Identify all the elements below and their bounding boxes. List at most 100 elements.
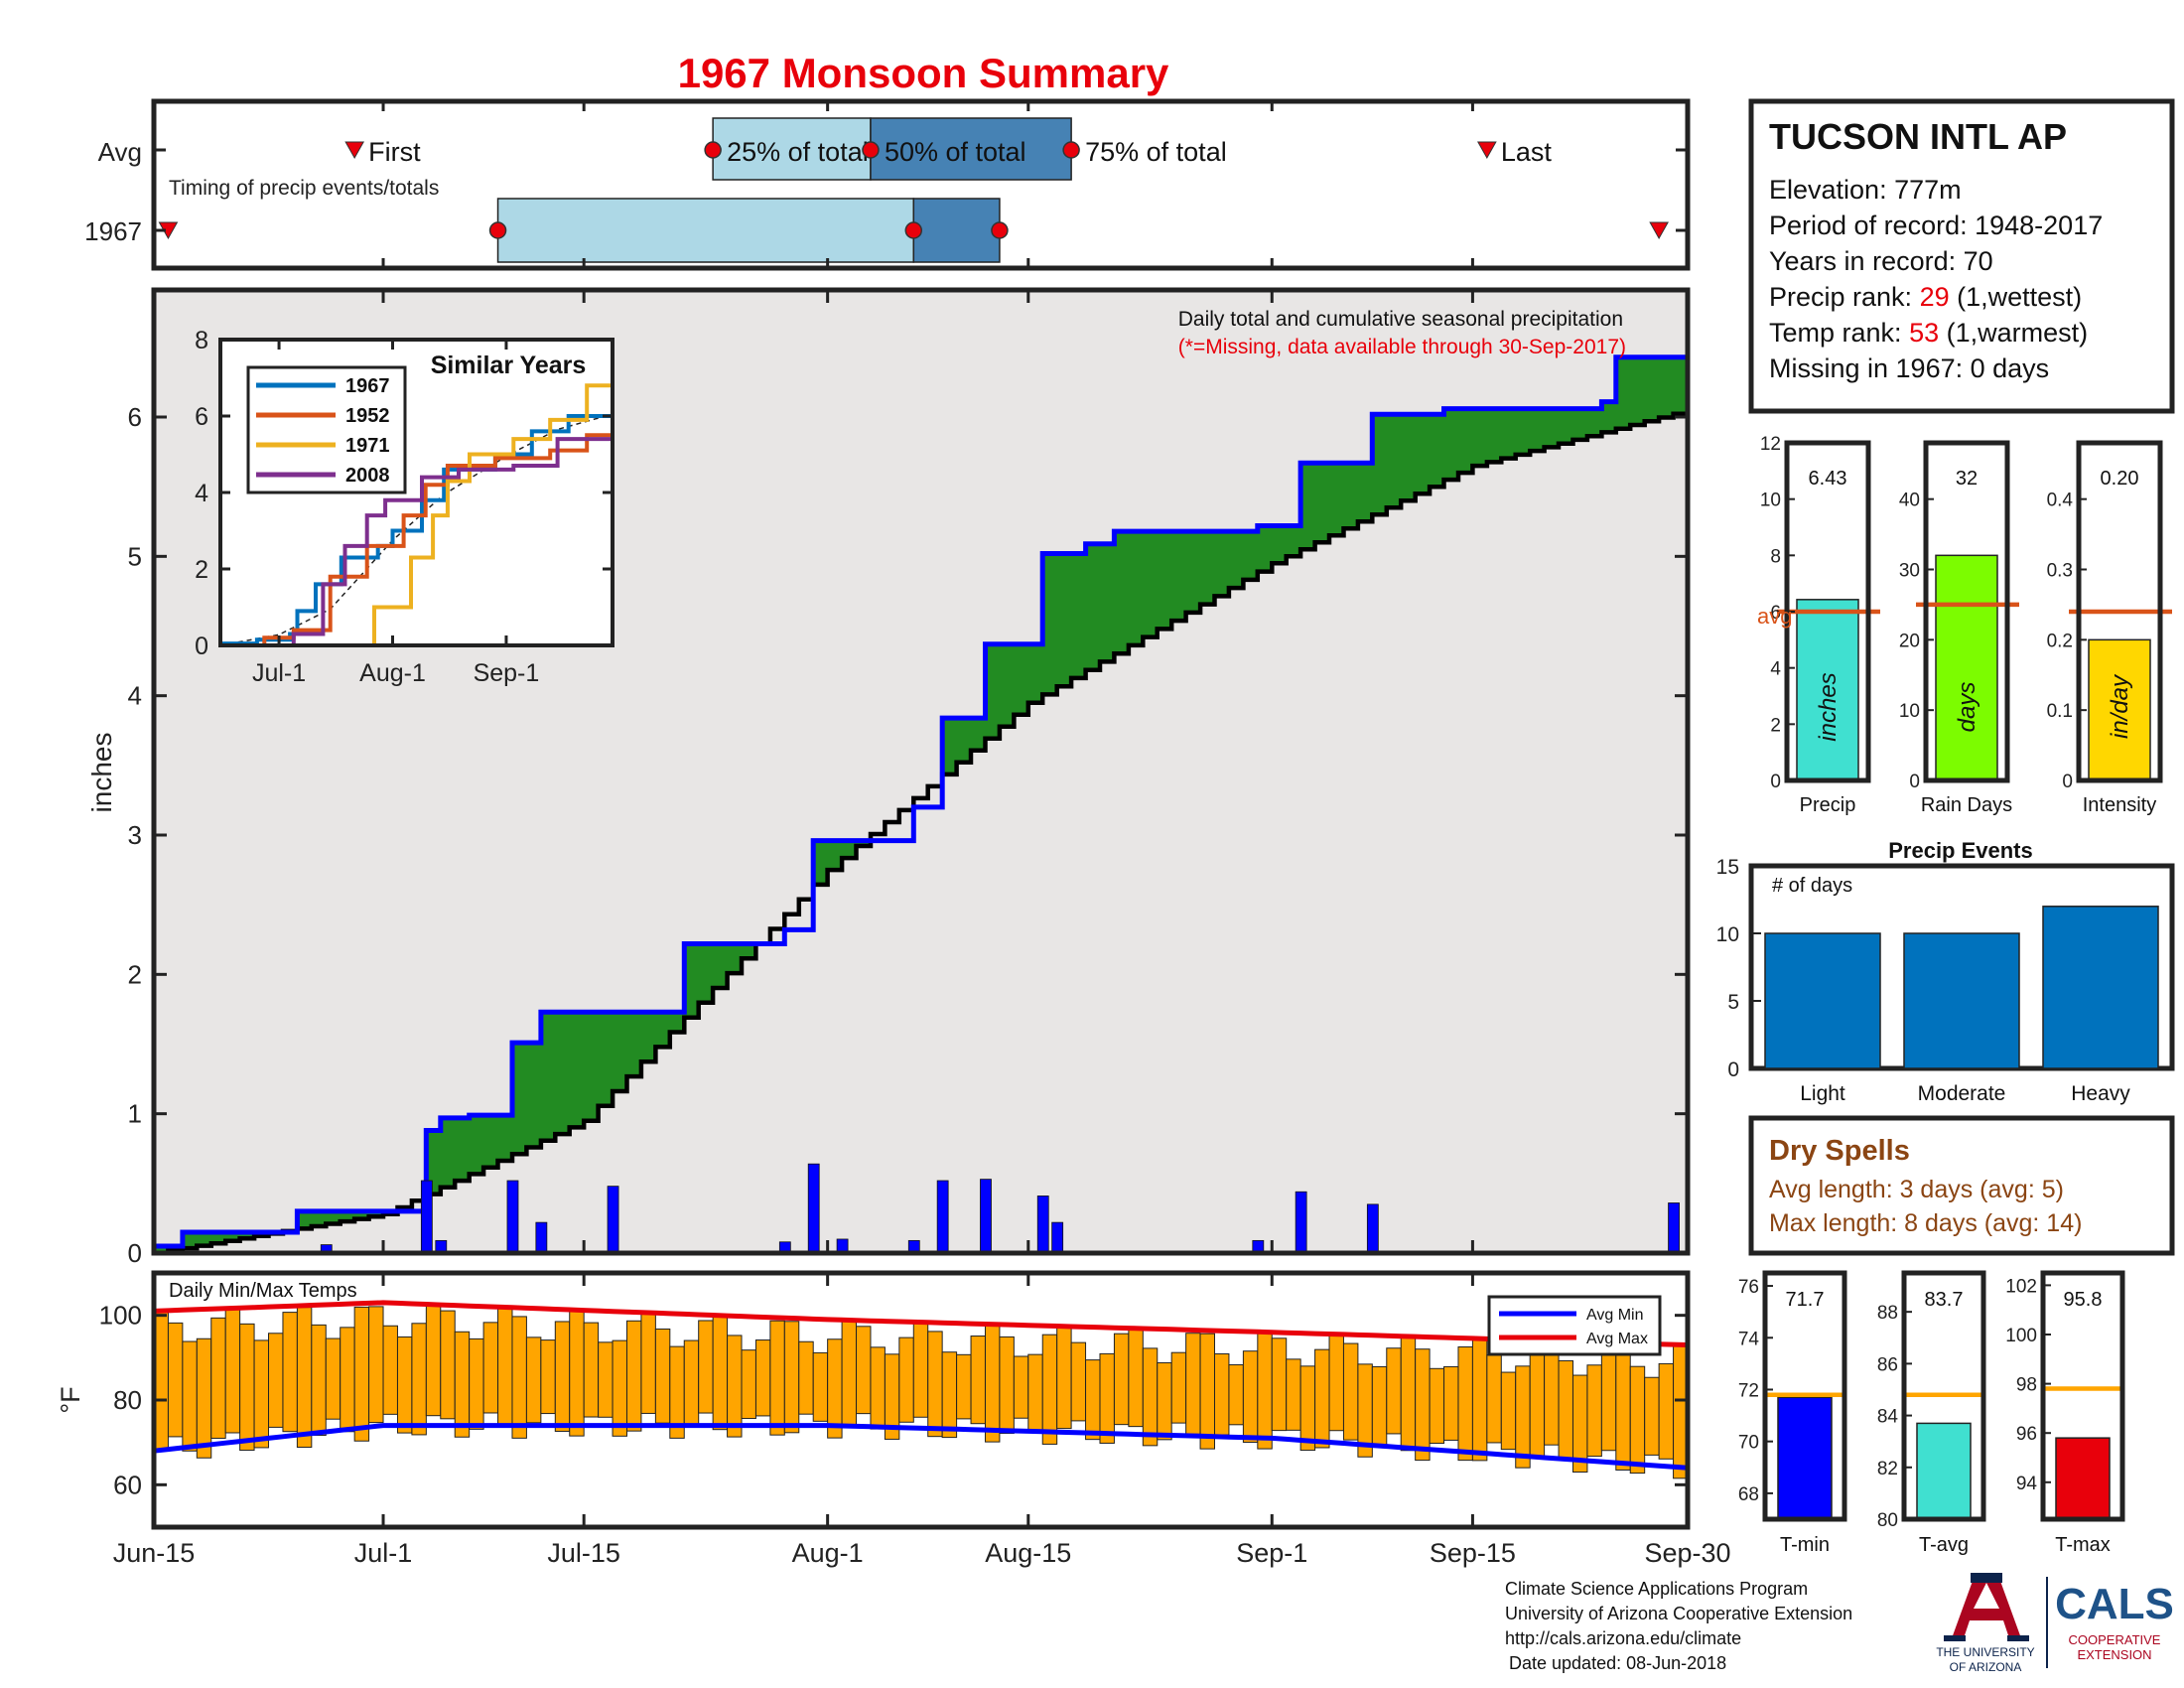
daily-temp-bar (1615, 1345, 1631, 1471)
legend-avg-max: Avg Max (1586, 1331, 1648, 1347)
temp-stat-ytick-label: 94 (2016, 1474, 2038, 1494)
daily-temp-bar (754, 1339, 771, 1417)
stat-frame (2076, 440, 2163, 783)
daily-temp-bar (454, 1331, 471, 1438)
daily-temp-bar (1299, 1365, 1316, 1452)
temp-ytick-label: 100 (99, 1301, 142, 1331)
footer-line1: Climate Science Applications Program (1505, 1579, 1808, 1599)
temp-stat-ytick-label: 80 (1877, 1510, 1898, 1531)
daily-temp-bar (999, 1336, 1015, 1434)
daily-temp-bar (325, 1337, 341, 1420)
temp-stat-ytick-label: 72 (1738, 1380, 1759, 1401)
daily-temp-bar (1214, 1353, 1230, 1436)
year-p25-marker (488, 221, 507, 239)
daily-temp-bar (856, 1326, 872, 1415)
precip-event-bar-light (1764, 932, 1881, 1069)
inset-title: Similar Years (431, 352, 587, 379)
temp-stat-ytick-label: 102 (2005, 1276, 2037, 1297)
inset-legend-label-1967: 1967 (345, 375, 390, 397)
timeline-year-label: 1967 (84, 216, 142, 246)
stat-panel-precip: 6.43 inches Precip 0 2 4 6 8 10 12 (1760, 434, 1880, 816)
stat-ytick-label: 20 (1899, 631, 1920, 651)
daily-precip-bar (1295, 1191, 1307, 1254)
stat-bar-rain-days (1935, 554, 1998, 781)
stat-ytick-label: 0 (1909, 772, 1920, 792)
daily-temp-bar (1170, 1351, 1187, 1424)
footer-line2: University of Arizona Cooperative Extens… (1505, 1604, 1852, 1623)
events-ytick-label: 15 (1716, 856, 1739, 879)
avg-box-50-75 (870, 117, 1072, 181)
inset-series (219, 369, 614, 647)
stat-ytick-label: 10 (1899, 701, 1920, 722)
station-period: Period of record: 1948-2017 (1769, 211, 2103, 240)
inset-xtick-label: Jul-1 (252, 659, 306, 687)
inset-ytick-label: 6 (195, 403, 208, 431)
avg-p50-marker (862, 141, 880, 159)
daily-temp-bar (1257, 1333, 1273, 1450)
daily-temp-bar (1242, 1350, 1259, 1443)
daily-temp-bar (712, 1316, 729, 1431)
inset-xtick-label: Sep-1 (474, 659, 540, 687)
daily-temp-bar (1056, 1326, 1072, 1430)
daily-temp-bar (1286, 1358, 1301, 1431)
daily-precip-bar (1366, 1203, 1379, 1254)
timeline-panel: Avg 1967 Timing of precip events/totals … (84, 98, 1691, 271)
main-plot-series (154, 354, 1688, 1256)
daily-temp-bar (425, 1305, 442, 1417)
year-last-marker (1649, 221, 1669, 240)
inset-legend: 1967 1952 1971 2008 (246, 365, 407, 494)
daily-temp-bar (525, 1336, 542, 1424)
daily-precip-bar (506, 1180, 519, 1254)
daily-temp-bar (1328, 1334, 1344, 1432)
x-axis-date-label: Jul-1 (354, 1538, 413, 1568)
temp-stat-ytick-label: 74 (1738, 1329, 1760, 1349)
daily-temp-bar (1185, 1333, 1201, 1435)
precip-event-label: Moderate (1918, 1082, 2006, 1105)
inset-ytick-label: 0 (195, 633, 208, 660)
daily-temp-bar (1113, 1333, 1130, 1426)
temp-stat-frame (1762, 1270, 1847, 1522)
temp-panel-t-min: 71.7 T-min 68 70 72 74 76 (1738, 1270, 1847, 1556)
avg-min-line (153, 1423, 1689, 1471)
x-axis-date-label: Jun-15 (113, 1538, 196, 1568)
temp-value-label: 95.8 (2064, 1289, 2103, 1311)
avg-first-marker (344, 141, 365, 160)
dry-spells-max: Max length: 8 days (avg: 14) (1769, 1209, 2082, 1237)
main-note: Daily total and cumulative seasonal prec… (1178, 308, 1623, 331)
inset-series-2008 (220, 427, 614, 647)
inset-ytick-label: 4 (195, 480, 208, 507)
dry-spells-title: Dry Spells (1769, 1135, 1910, 1167)
main-axes: 0 1 2 3 4 5 6 (128, 290, 1690, 1268)
precip-event-bar-moderate (1903, 932, 2020, 1069)
year-p50-marker (904, 221, 923, 239)
daily-temp-bar (698, 1320, 714, 1414)
temp-ylabel: °F (56, 1386, 85, 1413)
daily-temp-bar (612, 1339, 627, 1437)
avg-first-label: First (368, 137, 421, 167)
temp-panel-t-avg: 83.7 T-avg 80 82 84 86 88 (1877, 1270, 1986, 1556)
daily-temp-bar (1586, 1364, 1602, 1458)
daily-temp-bar (497, 1307, 513, 1426)
daily-temp-bar (1371, 1365, 1388, 1447)
inset-series-1971 (220, 369, 614, 647)
similar-years-inset: Similar Years 1967 1952 1971 2008 0 2 4 6 8 Jul-… (195, 327, 614, 687)
daily-temp-bar (1400, 1336, 1417, 1452)
avg-last-label: Last (1501, 137, 1553, 167)
daily-temp-bar (1443, 1365, 1459, 1441)
station-precip-rank: Precip rank: 29 (1,wettest) (1769, 282, 2082, 312)
daily-temp-bar (598, 1341, 614, 1418)
daily-temp-bar (1471, 1337, 1488, 1462)
station-info-box: TUCSON INTL AP Elevation: 777m Period of… (1748, 98, 2175, 414)
daily-temp-bar (1544, 1341, 1560, 1446)
daily-temp-bar (1600, 1344, 1617, 1452)
avg-p75-label: 75% of total (1085, 137, 1227, 167)
stat-panel-label: Intensity (2083, 794, 2156, 816)
x-axis-date-label: Aug-1 (792, 1538, 864, 1568)
main-ylabel: inches (86, 733, 117, 813)
daily-temp-bar (311, 1324, 327, 1437)
year-cumulative-line (154, 354, 1688, 1249)
stat-unit-label: inches (1815, 672, 1842, 741)
inset-ytick-label: 8 (195, 327, 208, 354)
footer-line4: Date updated: 08-Jun-2018 (1509, 1653, 1726, 1673)
footer-line3: http://cals.arizona.edu/climate (1505, 1628, 1741, 1648)
